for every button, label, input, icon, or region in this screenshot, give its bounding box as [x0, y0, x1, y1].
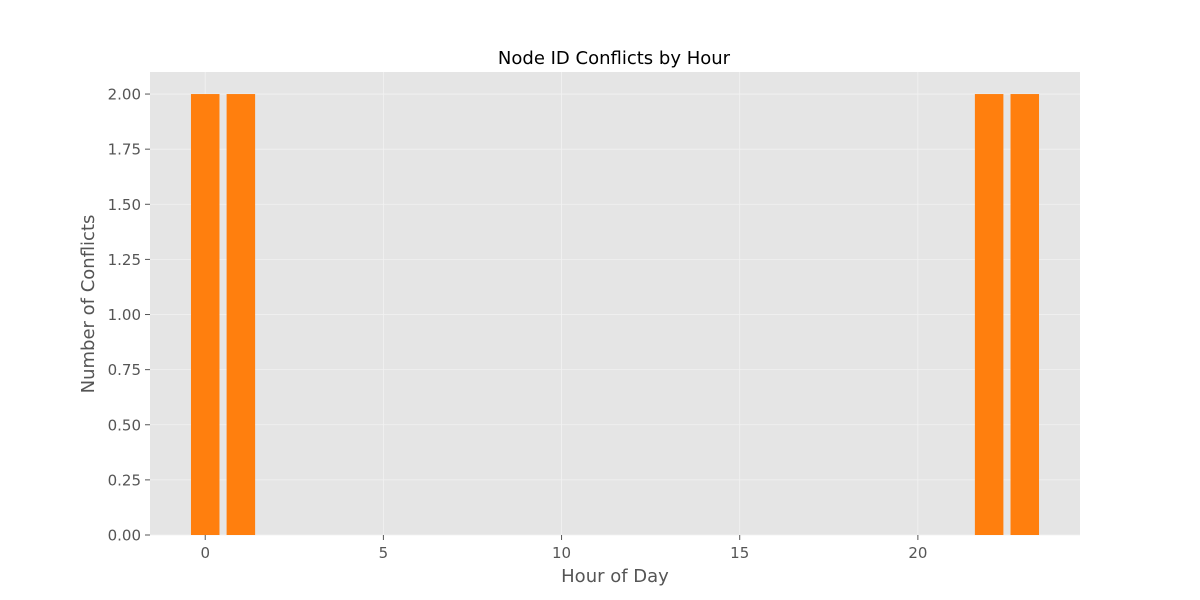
y-tick-label-4: 1.00 [108, 306, 141, 324]
y-tick-label-3: 0.75 [108, 361, 141, 379]
x-axis-ticks: 0 5 10 15 20 [200, 535, 927, 562]
bars [190, 94, 1040, 536]
y-tick-label-1: 0.25 [108, 471, 141, 489]
y-tick-label-7: 1.75 [108, 141, 141, 159]
bar-hour-0 [190, 94, 220, 536]
x-tick-label-3: 15 [730, 544, 749, 562]
y-axis-ticks: 0.00 0.25 0.50 0.75 1.00 1.25 1.50 1.75 2.00 [108, 86, 150, 545]
y-tick-label-0: 0.00 [108, 527, 141, 545]
bar-hour-1 [226, 94, 256, 536]
chart-title: Node ID Conflicts by Hour [498, 48, 731, 69]
x-tick-label-4: 20 [908, 544, 927, 562]
plot-area [150, 72, 1080, 535]
y-tick-label-8: 2.00 [108, 86, 141, 104]
y-tick-label-5: 1.25 [108, 251, 141, 269]
grid-lines [150, 72, 1080, 536]
x-tick-label-2: 10 [552, 544, 571, 562]
x-tick-label-0: 0 [200, 544, 210, 562]
bar-hour-22 [974, 94, 1004, 536]
x-tick-label-1: 5 [379, 544, 389, 562]
x-axis-label: Hour of Day [561, 566, 669, 587]
bar-hour-23 [1010, 94, 1040, 536]
y-tick-label-6: 1.50 [108, 196, 141, 214]
y-axis-label: Number of Conflicts [78, 215, 99, 394]
y-tick-label-2: 0.50 [108, 416, 141, 434]
